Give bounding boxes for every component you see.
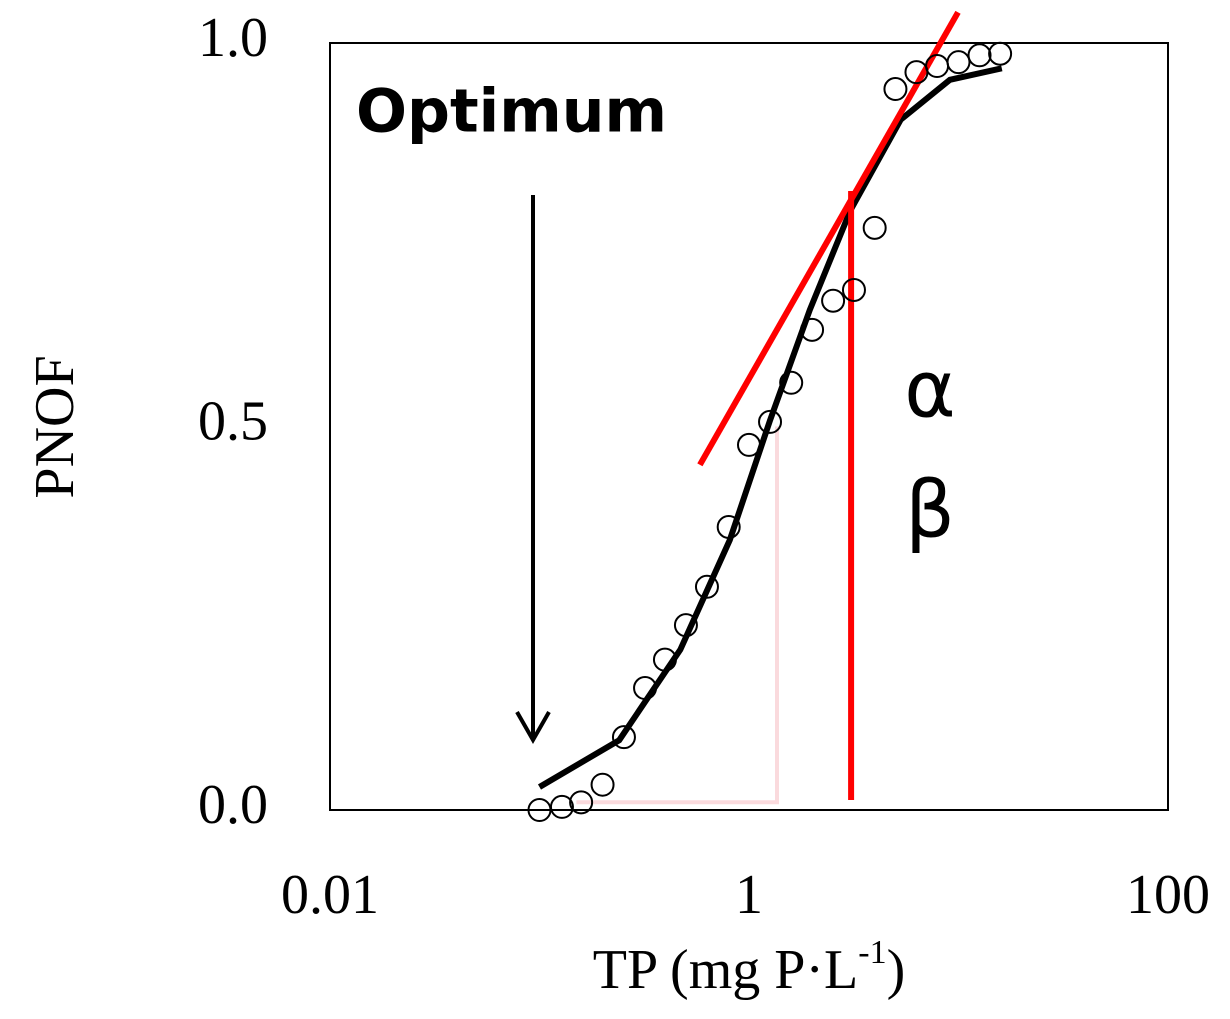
point [862, 215, 887, 240]
x-axis-label: TP (mg P·L-1) [593, 934, 905, 1001]
line [697, 10, 961, 467]
line [537, 65, 1003, 790]
point [633, 676, 658, 701]
point [569, 790, 594, 815]
arrow-head [515, 711, 551, 745]
x-tick-label: 0.01 [281, 864, 379, 926]
point [841, 277, 866, 302]
point [779, 370, 804, 395]
point [946, 50, 971, 75]
point [716, 514, 741, 539]
annotation: α [904, 345, 955, 435]
x-tick-label: 1 [735, 864, 763, 926]
point [652, 647, 677, 672]
x-axis-label-sup: -1 [858, 934, 886, 971]
plot-frame [329, 42, 1169, 811]
point [549, 794, 574, 819]
point [883, 77, 908, 102]
point [821, 288, 846, 313]
point [590, 772, 615, 797]
y-tick-label: 0.0 [198, 774, 268, 836]
annotation: β [905, 465, 955, 555]
x-axis-label-main: TP (mg P·L [593, 939, 858, 1001]
line [576, 426, 779, 805]
marks [527, 10, 1013, 822]
point [673, 613, 698, 638]
y-tick-label: 1.0 [198, 7, 268, 69]
point [988, 41, 1013, 66]
point [800, 317, 825, 342]
point [758, 409, 783, 434]
x-tick-label: 100 [1126, 864, 1210, 926]
point [737, 432, 761, 457]
annotation: Optimum [356, 77, 667, 147]
y-tick-label: 0.5 [198, 390, 268, 452]
point [694, 574, 719, 599]
point [967, 43, 992, 68]
y-axis-label: PNOF [24, 355, 86, 498]
x-axis-label-tail: ) [887, 939, 906, 1001]
point [611, 725, 636, 750]
